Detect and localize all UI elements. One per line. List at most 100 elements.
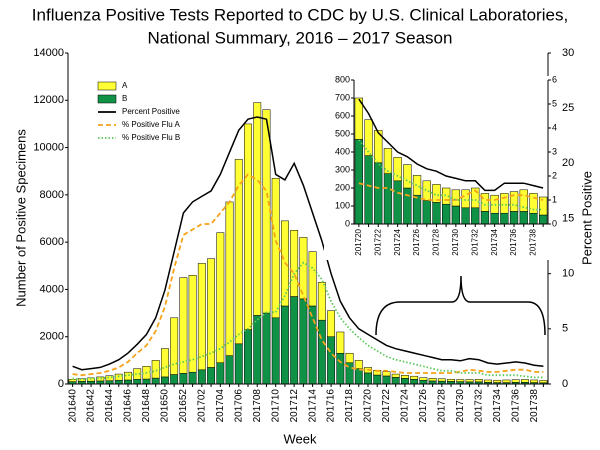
bar <box>374 162 383 225</box>
bar <box>493 379 502 383</box>
bar <box>391 377 400 385</box>
bar <box>96 376 105 382</box>
x-tick-label: 201702 <box>196 389 207 423</box>
bar <box>253 102 262 316</box>
x-tick-label: 201644 <box>104 389 115 423</box>
bar <box>465 379 474 383</box>
legend-label: % Positive Flu A <box>122 120 180 129</box>
bar <box>428 378 437 382</box>
bar <box>480 211 490 225</box>
y-tick-label: 600 <box>335 110 350 120</box>
y2-tick-label: 5 <box>552 98 557 108</box>
bar <box>519 189 528 212</box>
legend-label: A <box>122 81 128 90</box>
x-tick-label: 201706 <box>233 389 244 423</box>
x-tick-label: 201726 <box>412 228 421 255</box>
bar <box>170 374 179 385</box>
bar <box>539 214 548 225</box>
bar <box>327 310 336 337</box>
line-series <box>72 261 544 381</box>
bar <box>207 367 216 385</box>
bar <box>471 207 480 225</box>
bar <box>299 237 308 300</box>
bar <box>432 184 441 203</box>
x-tick-label: 201724 <box>393 228 402 255</box>
bar <box>474 379 483 383</box>
bar <box>410 375 419 380</box>
bar <box>500 193 509 214</box>
bar <box>142 378 151 385</box>
bar <box>327 336 336 385</box>
bar <box>262 312 271 385</box>
bar <box>345 353 354 363</box>
bar <box>364 155 373 225</box>
x-tick-label: 201648 <box>141 389 152 423</box>
bar <box>456 379 465 382</box>
bar <box>170 317 179 375</box>
bar <box>502 379 511 383</box>
bar <box>382 371 391 377</box>
bar <box>383 173 393 225</box>
x-tick-label: 201652 <box>178 389 189 423</box>
axes <box>353 80 549 225</box>
bar <box>244 329 252 385</box>
legend-swatch <box>97 94 117 104</box>
y-tick-label: 8000 <box>40 189 64 201</box>
y-axis-title: Number of Positive Specimens <box>13 129 28 307</box>
legend-swatch <box>97 81 117 91</box>
bar <box>447 379 456 382</box>
y-tick-label: 10000 <box>33 141 64 153</box>
y2-tick-label: 2 <box>552 170 557 180</box>
y2-tick-label: 30 <box>562 47 574 59</box>
y-tick-label: 800 <box>335 74 350 84</box>
bar <box>529 212 538 225</box>
x-tick-label: 201734 <box>490 228 499 255</box>
x-tick-label: 201716 <box>326 389 337 423</box>
bar <box>500 212 509 225</box>
bar <box>290 296 299 385</box>
bar <box>373 374 382 385</box>
x-tick-label: 201646 <box>123 389 134 423</box>
bar <box>519 211 528 225</box>
bar <box>354 97 363 140</box>
bar <box>422 180 431 201</box>
y-tick-label: 2000 <box>40 331 64 343</box>
x-tick-label: 201718 <box>344 389 355 423</box>
x-tick-label: 201734 <box>492 389 503 423</box>
bar <box>225 355 234 385</box>
y2-tick-label: 15 <box>562 212 574 224</box>
bar <box>216 362 225 385</box>
y2-tick-label: 4 <box>552 122 557 132</box>
bar <box>400 375 409 379</box>
bar <box>197 369 206 385</box>
bar <box>412 175 422 196</box>
bar <box>336 353 345 385</box>
bar <box>529 193 538 214</box>
bar <box>509 191 519 212</box>
y2-axis-title: Percent Positive <box>579 171 594 265</box>
x-tick-label: 201722 <box>381 389 392 423</box>
line-series <box>358 139 544 211</box>
y2-tick-label: 0 <box>552 218 557 228</box>
line-series <box>358 98 544 192</box>
bar <box>451 189 460 207</box>
x-tick-label: 201738 <box>529 389 540 423</box>
bar <box>539 196 548 216</box>
bar <box>216 232 225 363</box>
bar <box>374 130 383 164</box>
y-tick-label: 200 <box>335 182 350 192</box>
x-tick-label: 201704 <box>215 389 226 423</box>
chart-title: Influenza Positive Tests Reported to CDC… <box>32 5 568 24</box>
x-tick-label: 201708 <box>252 389 263 423</box>
bar <box>354 360 363 369</box>
bar <box>225 201 234 356</box>
bar <box>336 331 345 354</box>
bar <box>490 212 499 225</box>
y-tick-label: 100 <box>335 200 350 210</box>
bar <box>124 371 132 381</box>
y2-tick-label: 20 <box>562 157 574 169</box>
x-tick-label: 201736 <box>510 389 521 423</box>
bar <box>317 282 326 321</box>
x-tick-label: 201712 <box>289 389 300 423</box>
bar <box>244 123 252 330</box>
